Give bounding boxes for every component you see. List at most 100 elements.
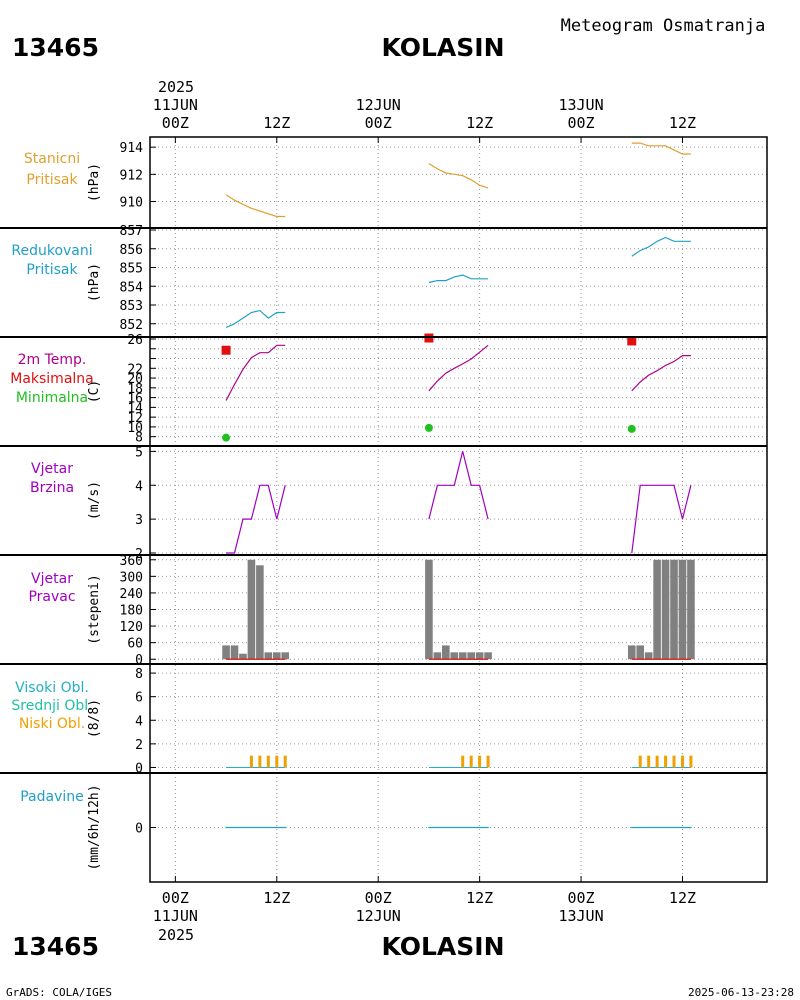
hour-label-bottom: 12Z xyxy=(263,889,290,907)
wind-direction-bar xyxy=(442,645,450,660)
panel-label: 2m Temp. xyxy=(18,352,87,368)
wind-direction-bar xyxy=(627,645,636,660)
y-tick-label: 12 xyxy=(127,411,143,426)
y-tick-label: 360 xyxy=(120,554,143,569)
date-label-top: 12JUN xyxy=(356,96,401,114)
wind-direction-bar xyxy=(230,645,239,660)
y-tick-label: 853 xyxy=(120,299,143,314)
y-tick-label: 3 xyxy=(135,513,143,528)
station-name-top: KOLASIN xyxy=(381,33,504,62)
min-temp-marker xyxy=(627,424,636,433)
y-axis-label: (8/8) xyxy=(87,699,102,738)
date-label-bottom: 12JUN xyxy=(356,907,401,925)
y-tick-label: 4 xyxy=(135,479,143,494)
series-line xyxy=(428,344,489,392)
series-line xyxy=(631,236,691,257)
wind-direction-bar xyxy=(467,652,475,660)
wind-direction-bar xyxy=(264,652,273,660)
y-tick-label: 0 xyxy=(135,653,143,668)
min-temp-marker xyxy=(222,433,231,442)
max-temp-marker xyxy=(627,336,637,346)
text-layer: 13465 KOLASIN Meteogram Osmatranja 2025 … xyxy=(6,16,794,999)
wind-direction-bar xyxy=(272,652,281,660)
precip-point xyxy=(630,826,633,829)
low-cloud-bar xyxy=(478,755,482,768)
hour-label-bottom: 00Z xyxy=(365,889,392,907)
low-cloud-bar xyxy=(638,755,642,768)
y-tick-label: 914 xyxy=(120,141,144,156)
low-cloud-bar xyxy=(283,755,287,768)
series-line xyxy=(428,274,489,284)
y-tick-label: 8 xyxy=(135,667,143,682)
y-tick-label: 857 xyxy=(120,224,143,239)
y-tick-label: 10 xyxy=(127,421,143,436)
wind-direction-bar xyxy=(687,559,695,660)
series-line xyxy=(631,484,692,554)
y-tick-label: 26 xyxy=(127,333,143,348)
y-tick-label: 60 xyxy=(127,637,143,652)
panel-label: Pritisak xyxy=(26,262,78,278)
y-tick-label: 6 xyxy=(135,691,143,706)
hour-label-top: 12Z xyxy=(263,114,290,132)
panel-label: Vjetar xyxy=(31,571,73,587)
panel-label: Niski Obl. xyxy=(19,716,85,732)
hour-label-bottom: 00Z xyxy=(568,889,595,907)
wind-direction-bar xyxy=(475,652,484,660)
low-cloud-bar xyxy=(461,755,465,768)
grid-layer xyxy=(150,137,767,882)
y-tick-label: 912 xyxy=(120,168,143,183)
low-cloud-bar xyxy=(486,755,490,768)
y-axis-label: (hPa) xyxy=(87,163,102,202)
wind-direction-bar xyxy=(661,559,670,660)
hour-label-top: 12Z xyxy=(466,114,493,132)
y-tick-label: 2 xyxy=(135,738,143,753)
y-tick-label: 854 xyxy=(120,280,144,295)
y-tick-label: 0 xyxy=(135,822,143,837)
panel-label: Redukovani xyxy=(11,243,92,259)
wind-direction-bar xyxy=(256,565,264,660)
min-temp-marker xyxy=(424,423,433,432)
panel-label: Pritisak xyxy=(26,172,78,188)
low-cloud-bar xyxy=(258,755,262,768)
series-line xyxy=(226,484,286,554)
y-tick-label: 14 xyxy=(127,401,143,416)
panel-label: Brzina xyxy=(30,480,74,496)
low-cloud-bar xyxy=(469,755,473,768)
low-cloud-bar xyxy=(672,755,676,768)
chart-title: Meteogram Osmatranja xyxy=(561,16,766,36)
y-tick-label: 4 xyxy=(135,714,143,729)
panel-label: Minimalna xyxy=(16,390,88,406)
y-tick-label: 0 xyxy=(135,761,143,776)
panel-label: Vjetar xyxy=(31,461,73,477)
y-tick-label: 855 xyxy=(120,262,143,277)
panel-label: Visoki Obl. xyxy=(15,680,89,696)
low-cloud-bar xyxy=(647,755,651,768)
y-tick-label: 16 xyxy=(127,392,143,407)
y-tick-label: 240 xyxy=(120,587,143,602)
wind-direction-bar xyxy=(433,652,442,660)
date-label-bottom: 13JUN xyxy=(558,907,603,925)
max-temp-marker xyxy=(221,345,231,355)
hour-label-bottom: 12Z xyxy=(669,889,696,907)
y-axis-label: (C) xyxy=(87,380,102,403)
precip-point xyxy=(428,826,430,829)
low-cloud-bar xyxy=(664,755,668,768)
date-label-bottom: 11JUN xyxy=(153,907,198,925)
y-tick-label: 20 xyxy=(127,372,143,387)
y-tick-label: 856 xyxy=(120,243,143,258)
panel-label: Srednji Obl. xyxy=(11,698,92,714)
max-temp-marker xyxy=(424,333,434,343)
wind-direction-bar xyxy=(222,645,230,660)
wind-direction-bar xyxy=(678,559,687,660)
y-tick-label: 5 xyxy=(135,445,143,460)
hour-label-top: 00Z xyxy=(162,114,189,132)
wind-direction-bar xyxy=(484,652,492,660)
year-bottom: 2025 xyxy=(158,926,194,944)
precip-point xyxy=(225,826,227,829)
precip-point xyxy=(487,826,489,829)
precip-point xyxy=(690,826,692,829)
series-line xyxy=(428,162,489,189)
low-cloud-bar xyxy=(680,755,684,768)
wind-direction-bar xyxy=(644,652,653,660)
